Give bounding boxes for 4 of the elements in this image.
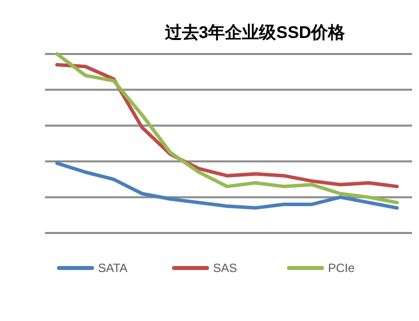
legend-label: PCIe (328, 261, 356, 275)
legend-label: SATA (98, 261, 128, 275)
legend-label: SAS (213, 261, 238, 275)
chart-title: 过去3年企业级SSD价格 (164, 23, 346, 42)
